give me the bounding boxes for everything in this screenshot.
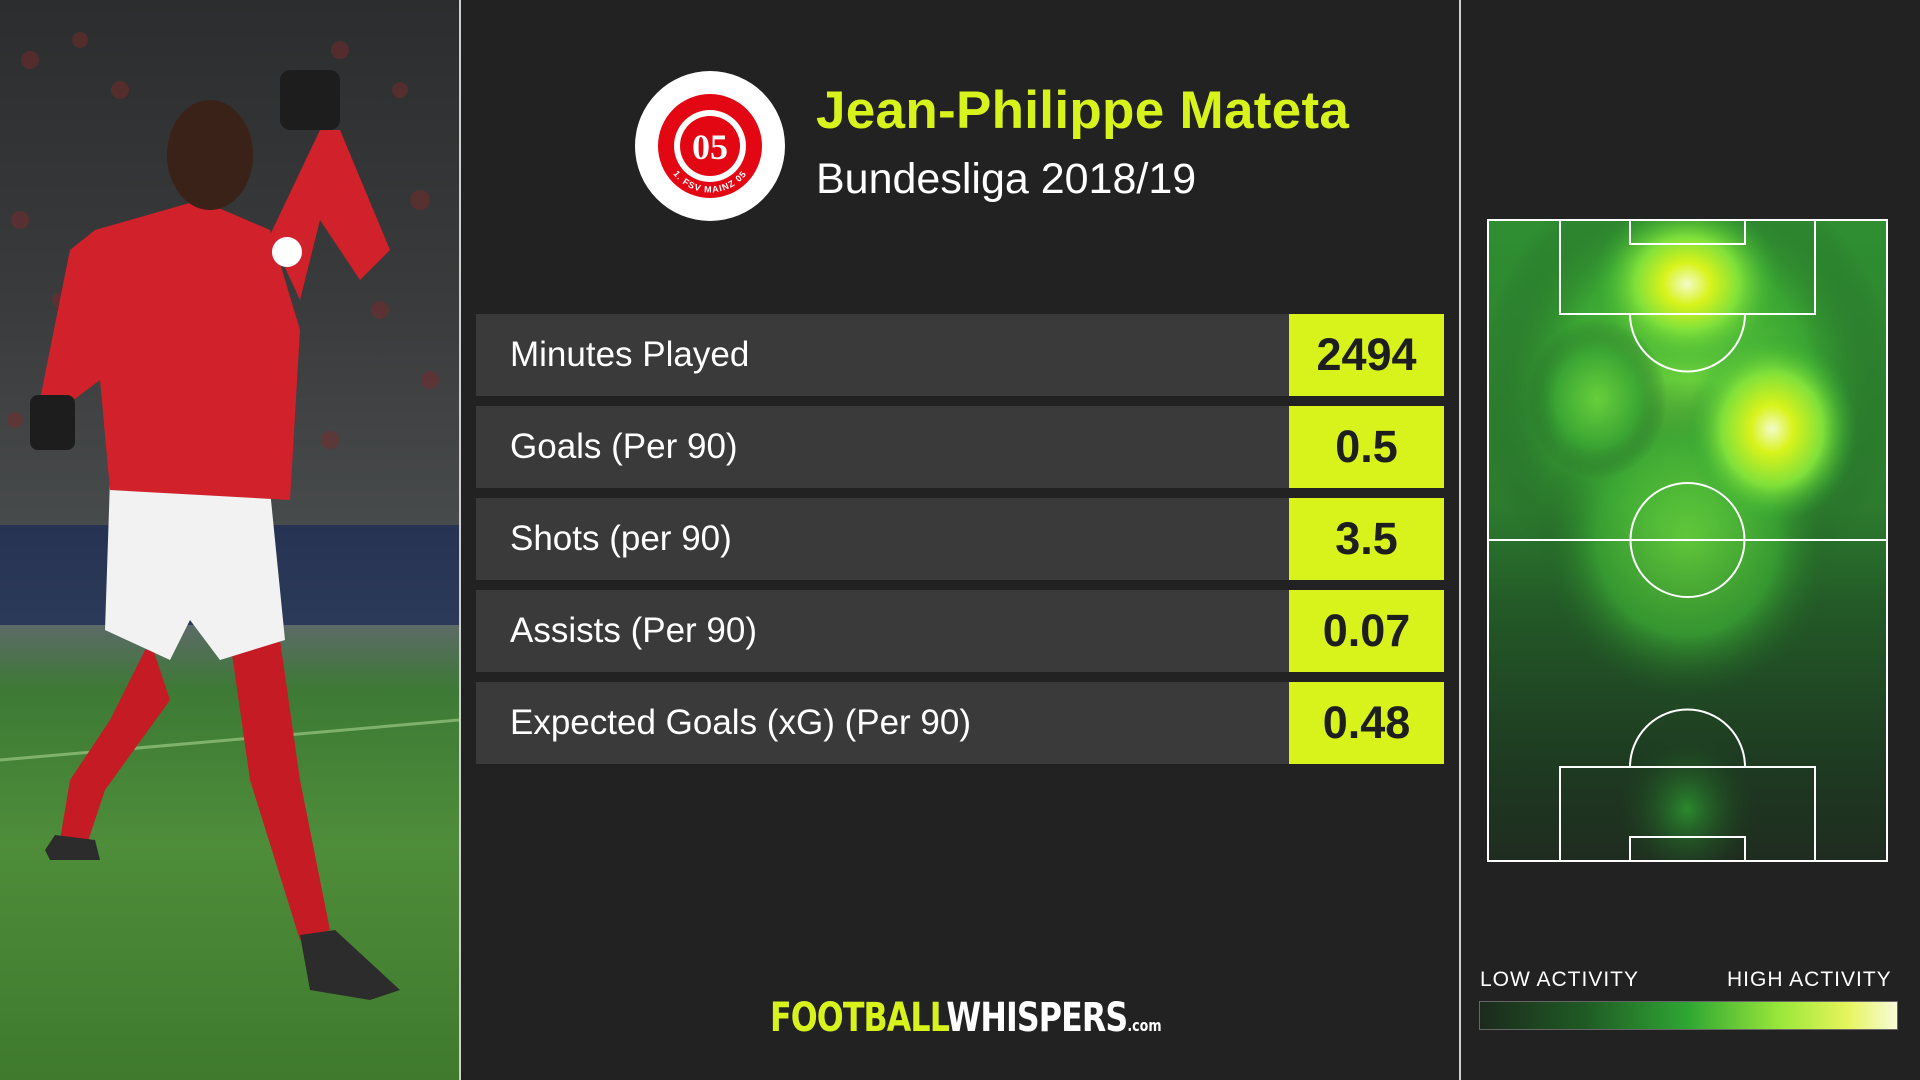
brand-whispers: WHISPERS (946, 995, 1128, 1041)
legend-high-label: HIGH ACTIVITY (1727, 968, 1892, 991)
stat-label: Expected Goals (xG) (Per 90) (510, 703, 971, 742)
stat-value: 2494 (1289, 314, 1444, 396)
legend-low-label: LOW ACTIVITY (1480, 968, 1640, 991)
stat-value: 3.5 (1289, 498, 1444, 580)
player-name: Jean-Philippe Mateta (816, 81, 1350, 140)
stat-label: Goals (Per 90) (510, 427, 738, 466)
stat-row-shots: Shots (per 90) 3.5 (476, 498, 1444, 580)
stat-label: Minutes Played (510, 335, 750, 374)
player-photo (0, 0, 459, 1080)
stat-value: 0.48 (1289, 682, 1444, 764)
brand-com: .com (1127, 1016, 1162, 1035)
player-photo-illustration (0, 32, 459, 1000)
stat-label: Shots (per 90) (510, 519, 732, 558)
pitch-lines (1487, 219, 1888, 862)
svg-text:05: 05 (692, 127, 728, 167)
legend-gradient-bar (1479, 1001, 1898, 1030)
activity-heatmap (1487, 219, 1888, 862)
stat-row-assists: Assists (Per 90) 0.07 (476, 590, 1444, 672)
stat-value: 0.5 (1289, 406, 1444, 488)
brand-football: FOOTBALL (770, 995, 947, 1041)
stats-table: Minutes Played 2494 Goals (Per 90) 0.5 S… (476, 314, 1444, 774)
stat-row-xg: Expected Goals (xG) (Per 90) 0.48 (476, 682, 1444, 764)
player-figure (30, 70, 400, 1000)
heatmap-pitch (1487, 219, 1888, 862)
stat-value: 0.07 (1289, 590, 1444, 672)
panel-divider (459, 0, 461, 1080)
stat-row-goals: Goals (Per 90) 0.5 (476, 406, 1444, 488)
mainz-05-logo: 05 1. FSV MAINZ 05 (658, 94, 762, 198)
stat-row-minutes: Minutes Played 2494 (476, 314, 1444, 396)
club-badge: 05 1. FSV MAINZ 05 (635, 71, 785, 221)
brand-logo: FOOTBALLWHISPERS.com (770, 995, 1162, 1041)
stat-label: Assists (Per 90) (510, 611, 757, 650)
panel-divider (1459, 0, 1461, 1080)
season-label: Bundesliga 2018/19 (816, 155, 1197, 203)
